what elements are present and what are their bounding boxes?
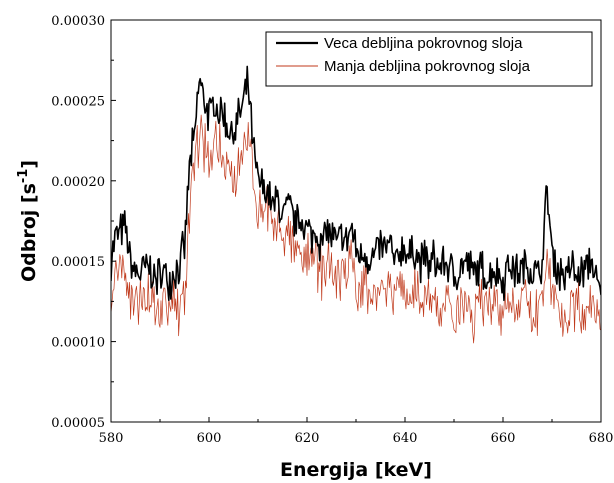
y-tick-label-0.00015: 0.00015 xyxy=(51,255,105,270)
x-tick-label-600: 600 xyxy=(197,431,222,446)
y-tick-label-0.00020: 0.00020 xyxy=(51,175,105,190)
series-layer xyxy=(111,65,601,344)
y-axis-title-close: ] xyxy=(18,160,40,169)
y-tick-label-0.00005: 0.00005 xyxy=(51,416,105,431)
series-line-veca xyxy=(111,65,601,302)
x-tick-label-580: 580 xyxy=(99,431,124,446)
y-axis-title-exponent: -1 xyxy=(16,169,31,183)
x-axis-title: Energija [keV] xyxy=(280,459,432,481)
series-line-manja xyxy=(111,114,601,344)
y-axis-title: Odbroj [s-1] xyxy=(16,160,40,282)
x-tick-label-660: 660 xyxy=(491,431,516,446)
legend: Veca debljina pokrovnog sloja Manja debl… xyxy=(265,31,593,87)
y-tick-label-0.00010: 0.00010 xyxy=(51,336,105,351)
ticks-layer: 580 600 620 640 660 680 0.00005 0.00010 0.00015 0… xyxy=(51,14,613,446)
x-tick-label-620: 620 xyxy=(295,431,320,446)
x-tick-label-680: 680 xyxy=(589,431,614,446)
legend-label-veca: Veca debljina pokrovnog sloja xyxy=(324,35,523,52)
y-axis-title-main: Odbroj [s xyxy=(18,183,40,282)
legend-box xyxy=(265,31,593,87)
x-tick-label-640: 640 xyxy=(393,431,418,446)
legend-label-manja: Manja debljina pokrovnog sloja xyxy=(324,58,531,75)
y-tick-label-0.00030: 0.00030 xyxy=(51,14,105,29)
y-tick-label-0.00025: 0.00025 xyxy=(51,94,105,109)
